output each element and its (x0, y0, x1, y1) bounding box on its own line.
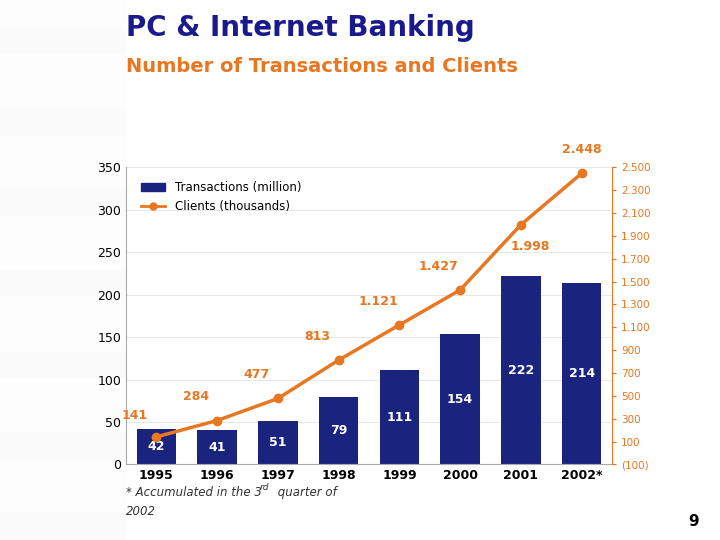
Text: * Accumulated in the 3: * Accumulated in the 3 (126, 486, 262, 499)
Text: 477: 477 (243, 368, 270, 381)
Text: 2002: 2002 (126, 505, 156, 518)
Bar (0, 81, 126, 108)
Bar (441, 334, 480, 464)
Text: 79: 79 (330, 424, 347, 437)
Bar (197, 430, 237, 464)
Text: 51: 51 (269, 436, 287, 449)
Text: 1.427: 1.427 (419, 260, 459, 273)
Bar (0, 108, 126, 135)
Text: 214: 214 (569, 367, 595, 380)
Text: 141: 141 (122, 409, 148, 422)
Bar (0, 297, 126, 324)
Text: rd: rd (259, 483, 269, 492)
Text: 1.121: 1.121 (359, 295, 398, 308)
Bar (0, 135, 126, 162)
Bar (137, 429, 176, 464)
Text: 41: 41 (208, 441, 226, 454)
Bar (562, 283, 601, 464)
Bar (0, 54, 126, 81)
Bar (0, 486, 126, 513)
Text: 1.998: 1.998 (510, 240, 549, 253)
Bar (0, 324, 126, 351)
Bar (0, 216, 126, 243)
Bar (0, 459, 126, 486)
Bar (379, 370, 419, 464)
Text: 9: 9 (688, 514, 698, 529)
Text: 813: 813 (305, 330, 330, 343)
Bar (0, 243, 126, 270)
Bar (0, 351, 126, 378)
Text: 111: 111 (386, 411, 413, 424)
Text: 284: 284 (183, 390, 209, 403)
Text: 2.448: 2.448 (562, 143, 601, 156)
Text: Number of Transactions and Clients: Number of Transactions and Clients (126, 57, 518, 76)
Bar (0, 432, 126, 459)
Bar (501, 276, 541, 464)
Text: 222: 222 (508, 364, 534, 377)
Bar (319, 397, 359, 464)
Text: 42: 42 (148, 440, 165, 453)
Bar (0, 513, 126, 540)
Bar (0, 0, 126, 27)
Bar (0, 405, 126, 432)
Text: PC & Internet Banking: PC & Internet Banking (126, 14, 474, 42)
Text: 154: 154 (447, 393, 473, 406)
Bar (0, 270, 126, 297)
Bar (0, 189, 126, 216)
Bar (258, 421, 297, 464)
Legend: Transactions (million), Clients (thousands): Transactions (million), Clients (thousan… (137, 176, 306, 218)
Text: quarter of: quarter of (274, 486, 336, 499)
Bar (0, 378, 126, 405)
Bar (0, 27, 126, 54)
Bar (0, 162, 126, 189)
